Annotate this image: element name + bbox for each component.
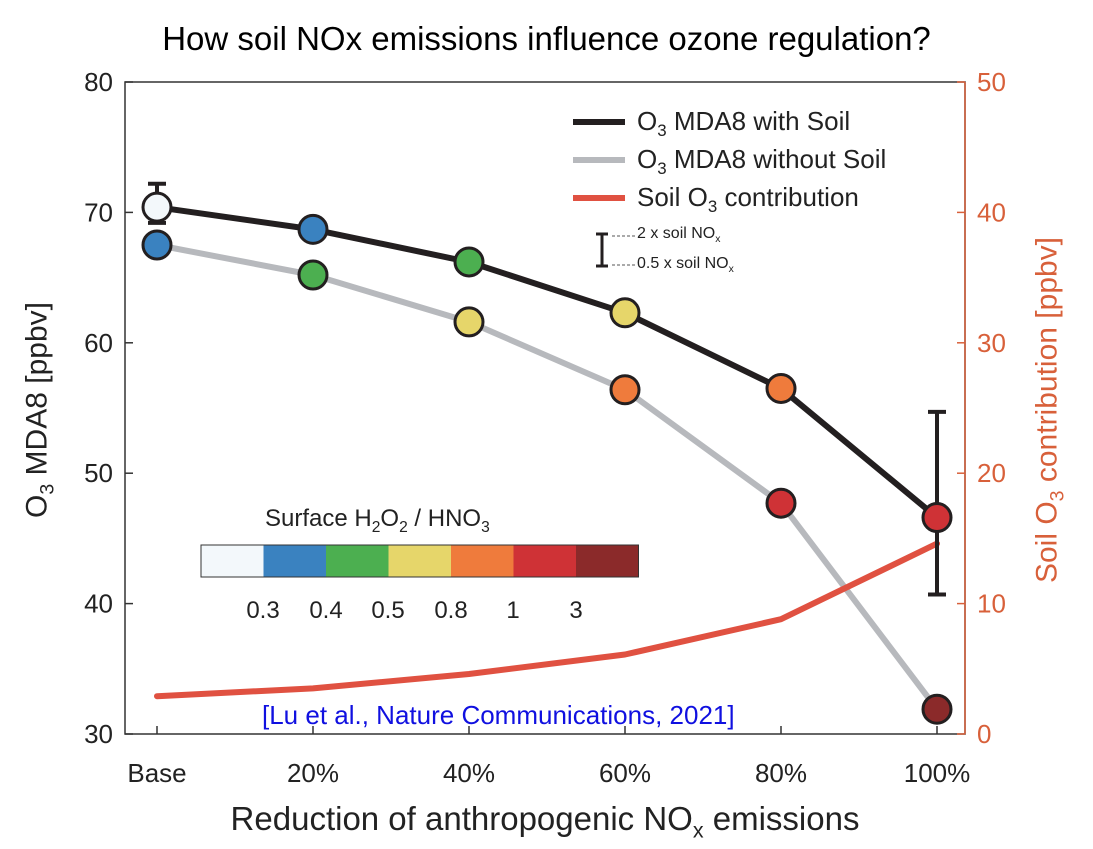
plot-frame [124,81,966,735]
x-axis-ticks: Base 20% 40% 60% 80% 100% [127,726,970,788]
colorbar-border [200,544,639,578]
colorbar-segment [326,545,389,577]
colorbar-segment [576,545,639,577]
marker-with-soil [609,297,641,329]
legend-label-with-soil: O3 MDA8 with Soil [637,106,851,141]
y-tick-label: 70 [84,197,113,227]
marker-with-soil [765,372,797,404]
line-without-soil [154,242,940,713]
colorbar-tick-label: 0.4 [309,597,343,624]
marker-with-soil [297,213,329,245]
marker-without-soil [609,374,641,406]
marker-without-soil [921,693,953,725]
colorbar [200,544,639,578]
colorbar-segment [388,545,451,577]
colorbar-tick-label: 0.8 [434,597,468,624]
legend-swatch-contribution [573,195,625,201]
colorbar-segment [263,545,326,577]
colorbar-tick-label: 0.3 [246,597,280,624]
colorbar-tick-label: 1 [506,597,520,624]
x-tick-label: 100% [904,758,971,788]
legend-label-without-soil: O3 MDA8 without Soil [637,144,887,179]
colorbar-tick-label: 3 [569,597,583,624]
marker-with-soil [453,246,485,278]
legend-label-contribution: Soil O3 contribution [637,182,859,217]
x-tick-label: 80% [755,758,807,788]
y2-tick-label: 0 [977,719,991,749]
colorbar-segment [201,545,264,577]
series-lines [154,204,940,713]
y-tick-label: 60 [84,328,113,358]
y-tick-label: 40 [84,589,113,619]
x-tick-label: Base [127,758,186,788]
line-with-soil [154,204,940,521]
colorbar-tick-label: 0.5 [371,597,405,624]
right-axis-ticks: 0 10 20 30 40 50 [957,67,1006,749]
legend-swatch-without-soil [573,157,625,163]
y-axis-label: O3 MDA8 [ppbv] [20,302,59,518]
y2-tick-label: 50 [977,67,1006,97]
series-markers [141,191,953,725]
legend-errorbar-key [596,232,636,268]
marker-with-soil [141,191,173,223]
y2-tick-label: 20 [977,458,1006,488]
y2-tick-label: 30 [977,328,1006,358]
x-tick-label: 20% [287,758,339,788]
colorbar-segment [451,545,514,577]
y2-axis-label: Soil O3 contribution [ppbv] [1030,236,1069,584]
y2-tick-label: 40 [977,197,1006,227]
marker-without-soil [765,487,797,519]
marker-without-soil [297,259,329,291]
legend-errorbar-upper: 2 x soil NOx [637,225,721,246]
colorbar-title: Surface H2O2 / HNO3 [265,505,490,536]
x-tick-label: 60% [599,758,651,788]
colorbar-segment [513,545,576,577]
marker-with-soil [921,502,953,534]
chart-title: How soil NOx emissions influence ozone r… [162,20,931,57]
marker-without-soil [453,306,485,338]
y-tick-label: 30 [84,719,113,749]
x-tick-label: 40% [443,758,495,788]
y2-tick-label: 10 [977,589,1006,619]
x-axis-label: Reduction of anthropogenic NOx emissions [230,800,860,843]
line-soil-contribution [154,540,940,700]
marker-without-soil [141,229,173,261]
y-tick-label: 80 [84,67,113,97]
legend-swatch-with-soil [573,119,625,125]
y-tick-label: 50 [84,458,113,488]
left-axis-ticks: 30 40 50 60 70 80 [84,67,133,749]
legend-errorbar-lower: 0.5 x soil NOx [637,255,734,276]
citation: [Lu et al., Nature Communications, 2021] [262,700,735,730]
